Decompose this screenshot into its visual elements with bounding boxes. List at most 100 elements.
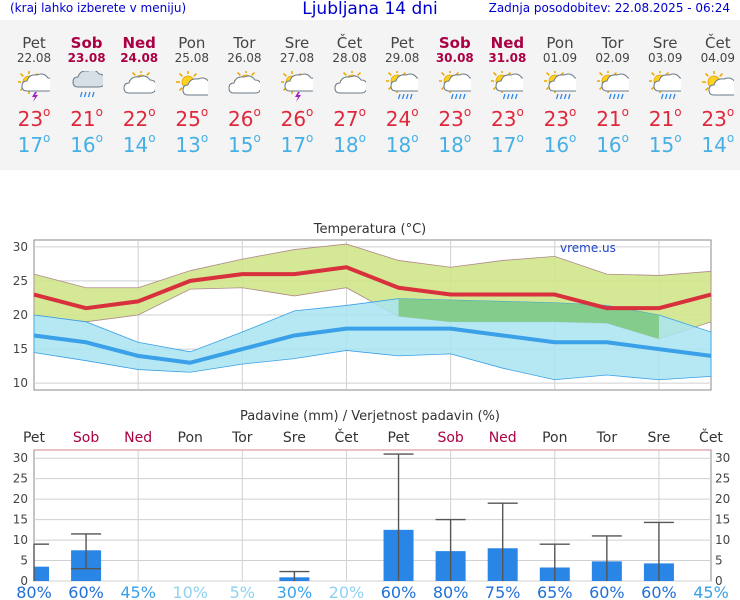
min-temp: 14o: [701, 131, 735, 157]
day-date: 23.08: [67, 51, 106, 65]
day-column: Ned 24.08 22o 14o: [113, 20, 165, 159]
day-column: Ned 31.08 23o 17o: [481, 20, 533, 159]
day-name: Tor: [601, 34, 624, 52]
day-column: Tor 26.08 26o 15o: [218, 20, 270, 159]
day-date: 26.08: [227, 51, 262, 65]
temperature-y-tick: 15: [13, 342, 28, 356]
precipitation-day-label: Sre: [647, 430, 670, 446]
precipitation-chart-title: Padavine (mm) / Verjetnost padavin (%): [240, 409, 500, 424]
day-column: Sob 23.08 21o 16o: [61, 20, 113, 159]
sun-rain-icon: [595, 69, 635, 103]
precipitation-day-label: Ned: [489, 430, 517, 446]
precipitation-y-tick-right: 25: [715, 472, 730, 486]
precipitation-day-label: Sre: [283, 430, 306, 446]
min-temp: 16o: [543, 131, 577, 157]
min-temp: 18o: [385, 131, 419, 157]
sun-rain-icon: [490, 69, 529, 103]
page-title: Ljubljana 14 dni: [302, 0, 438, 19]
max-temp: 21o: [648, 105, 682, 131]
max-temp: 21o: [70, 105, 103, 131]
day-date: 30.08: [435, 51, 474, 65]
day-name: Pet: [390, 34, 414, 52]
day-name: Čet: [336, 34, 363, 52]
day-date: 27.08: [279, 51, 315, 65]
day-date: 22.08: [16, 51, 52, 65]
precipitation-y-tick-left: 15: [13, 513, 28, 527]
precipitation-probability-label: 5%: [230, 583, 255, 600]
day-name: Pon: [546, 34, 574, 52]
precipitation-day-label: Pon: [178, 430, 203, 446]
day-date: 31.08: [488, 51, 527, 65]
precipitation-day-label: Ned: [124, 430, 152, 446]
rain-cloud-icon: [71, 69, 106, 103]
min-temp: 16o: [70, 131, 103, 157]
min-temp: 15o: [648, 131, 682, 157]
day-date: 03.09: [648, 51, 683, 65]
last-update: Zadnja posodobitev: 22.08.2025 - 06:24: [488, 1, 730, 15]
day-date: 24.08: [120, 51, 159, 65]
precipitation-y-tick-right: 0: [715, 574, 723, 588]
sun-cloud-icon: [175, 70, 216, 103]
precipitation-y-tick-left: 25: [13, 472, 28, 486]
precipitation-day-label: Čet: [335, 428, 359, 446]
min-temp: 14o: [122, 131, 156, 157]
precipitation-plot-area: [33, 449, 712, 582]
day-name: Ned: [122, 34, 156, 52]
temperature-y-tick: 20: [13, 308, 28, 322]
partly-cloudy-icon: [228, 69, 262, 103]
day-date: 02.09: [595, 51, 630, 65]
min-temp: 18o: [333, 131, 366, 157]
precipitation-probability-label: 60%: [68, 583, 104, 600]
day-name: Pet: [22, 34, 46, 52]
min-temp: 13o: [175, 131, 209, 157]
max-temp: 23o: [543, 105, 577, 131]
precipitation-y-tick-left: 20: [13, 492, 28, 506]
precipitation-y-tick-left: 5: [20, 554, 28, 568]
day-date: 28.08: [332, 51, 367, 65]
precipitation-probability-label: 30%: [277, 583, 313, 600]
day-date: 04.09: [700, 51, 735, 65]
precipitation-chart: Padavine (mm) / Verjetnost padavin (%) Pe…: [13, 409, 731, 600]
sun-cloud-icon: [701, 70, 740, 103]
precipitation-probability-label: 45%: [693, 583, 729, 600]
min-temp: 17o: [280, 131, 314, 157]
max-temp: 24o: [385, 105, 419, 131]
partly-cloudy-icon: [334, 69, 368, 103]
temperature-chart: Temperatura (°C) 10 15 20 25 30 vreme.us: [13, 222, 712, 391]
max-temp: 26o: [227, 105, 261, 131]
day-name: Ned: [490, 34, 525, 52]
min-temp: 15o: [227, 131, 261, 157]
min-temp: 17o: [490, 131, 524, 157]
thunderstorm-icon: [280, 70, 318, 103]
day-name: Sob: [438, 34, 471, 52]
precipitation-probability-label: 45%: [120, 583, 156, 600]
precipitation-probability-label: 60%: [641, 583, 677, 600]
precipitation-y-tick-right: 20: [715, 492, 730, 506]
precipitation-probability-label: 80%: [16, 583, 52, 600]
sun-rain-icon: [648, 69, 687, 103]
temperature-y-tick: 10: [13, 376, 28, 390]
precipitation-y-tick-left: 0: [20, 574, 28, 588]
day-name: Pon: [178, 34, 206, 52]
precipitation-bar: [34, 566, 49, 581]
min-temp: 17o: [17, 131, 51, 157]
precipitation-y-tick-right: 30: [715, 451, 730, 465]
temperature-chart-title: Temperatura (°C): [313, 222, 426, 237]
temperature-y-tick: 30: [13, 240, 28, 254]
sun-rain-icon: [385, 69, 424, 103]
partly-cloudy-icon: [123, 69, 157, 103]
precipitation-day-label: Tor: [596, 430, 618, 446]
sun-rain-icon: [437, 69, 477, 103]
max-temp: 23o: [701, 105, 735, 131]
location-menu-hint[interactable]: (kraj lahko izberete v meniju): [10, 1, 187, 15]
max-temp: 25o: [175, 105, 209, 131]
forecast-strip: Pet 22.08 23o 17o Sob 23.08 21o 16o Ned 24.08 22o 1…: [0, 20, 740, 170]
precipitation-y-tick-right: 10: [715, 533, 730, 547]
day-column: Pon 25.08 25o 13o: [166, 20, 218, 159]
max-temp: 22o: [122, 105, 156, 131]
max-temp: 23o: [438, 105, 472, 131]
day-column: Čet 28.08 27o 18o: [324, 20, 376, 159]
precipitation-day-label: Pon: [542, 430, 567, 446]
precipitation-y-tick-right: 5: [715, 554, 723, 568]
day-name: Sre: [652, 34, 678, 52]
